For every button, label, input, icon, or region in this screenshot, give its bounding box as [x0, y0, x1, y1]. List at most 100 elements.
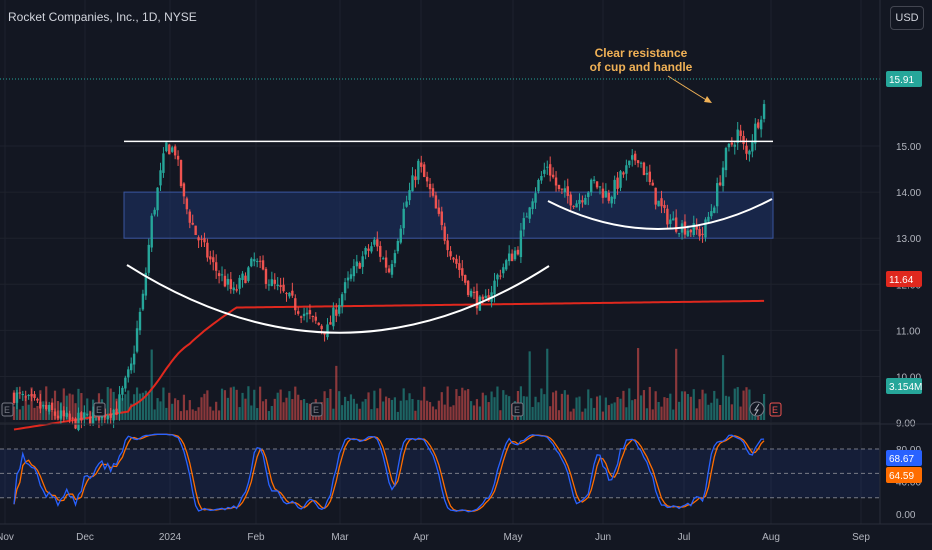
annotation-arrowhead — [704, 96, 712, 103]
candle-body — [168, 144, 171, 155]
earnings-marker[interactable] — [310, 402, 323, 417]
volume-bar — [367, 392, 370, 420]
candle-body — [191, 222, 194, 225]
candle-body — [206, 242, 209, 258]
volume-bar — [364, 399, 367, 420]
candle-body — [513, 250, 517, 260]
candle-body — [112, 409, 115, 421]
candle-body — [730, 142, 734, 145]
candle-body — [754, 123, 757, 144]
candle-body — [613, 179, 616, 199]
candle-body — [33, 394, 36, 398]
candle-body — [727, 143, 731, 148]
handle-curve[interactable] — [547, 198, 773, 230]
candle-body — [674, 217, 678, 232]
earnings-marker[interactable] — [93, 402, 106, 417]
candle-body — [264, 268, 268, 284]
candle-body — [162, 153, 165, 173]
candle-body — [420, 162, 423, 167]
volume-bar — [147, 393, 150, 420]
candle-body — [628, 160, 631, 166]
volume-bar — [669, 393, 672, 420]
volume-bar — [478, 406, 481, 420]
candle-body — [639, 162, 643, 164]
candle-body — [332, 307, 335, 327]
time-tick-label: 2024 — [159, 532, 182, 543]
volume-bar — [736, 387, 739, 420]
stoch-tick-label: 0.00 — [896, 510, 916, 521]
candle-body — [247, 267, 250, 281]
earnings-marker-letter: E — [772, 405, 778, 415]
volume-bar — [341, 405, 344, 420]
volume-bar — [387, 398, 391, 420]
candle-body — [601, 188, 605, 198]
candle-body — [704, 219, 707, 238]
candle-body — [370, 246, 373, 252]
candle-body — [141, 293, 145, 310]
stoch-k-label-bg — [886, 450, 922, 466]
candle-body — [130, 363, 133, 371]
candle-body — [660, 198, 663, 207]
time-tick-label: Nov — [0, 532, 14, 543]
time-tick-label: Aug — [762, 532, 780, 543]
candle-body — [510, 253, 514, 262]
volume-bar — [188, 400, 191, 420]
volume-bar — [455, 389, 458, 420]
support-zone[interactable] — [123, 191, 774, 239]
candle-body — [109, 413, 112, 418]
candle-body — [343, 282, 347, 294]
earnings-marker-letter: E — [514, 405, 520, 415]
volume-bar — [443, 404, 446, 420]
candle-body — [595, 181, 599, 188]
volume-bar — [423, 386, 426, 420]
earnings-marker-letter: E — [313, 405, 319, 415]
volume-bar — [525, 396, 528, 420]
candle-body — [666, 208, 669, 225]
volume-bar — [171, 403, 174, 420]
volume-bar — [698, 399, 701, 420]
volume-bar — [376, 408, 379, 420]
cup-curve[interactable] — [126, 264, 550, 334]
candle-body — [493, 280, 496, 295]
candle-body — [390, 264, 394, 275]
candle-body — [241, 273, 244, 280]
volume-bar — [598, 395, 602, 420]
volume-bar — [182, 394, 186, 420]
volume-bar — [666, 398, 669, 420]
volume-bar — [440, 392, 443, 420]
volume-bar — [191, 409, 194, 420]
candle-body — [654, 187, 657, 205]
candle-body — [411, 175, 414, 192]
earnings-marker[interactable] — [769, 402, 782, 417]
volume-bar — [692, 389, 695, 420]
volume-bar — [220, 388, 224, 420]
volume-bar — [657, 401, 660, 420]
price-tick-label: 13.00 — [896, 234, 921, 245]
candle-body — [560, 188, 564, 190]
volume-bar — [373, 390, 376, 420]
volume-bar — [162, 387, 165, 420]
candle-body — [525, 216, 528, 218]
candle-body — [214, 262, 218, 271]
candle-body — [537, 179, 540, 192]
candle-body — [50, 402, 54, 411]
currency-button[interactable]: USD — [890, 6, 924, 30]
volume-bar — [141, 392, 145, 420]
earnings-marker[interactable] — [511, 402, 524, 417]
volume-bar — [335, 365, 338, 420]
candle-body — [132, 353, 136, 365]
earnings-marker[interactable] — [1, 402, 14, 417]
chart-title: Rocket Companies, Inc., 1D, NYSE — [8, 10, 197, 24]
volume-bar — [300, 400, 303, 420]
candle-body — [569, 194, 572, 206]
candle-body — [475, 290, 479, 309]
candle-body — [713, 207, 716, 213]
candle-body — [534, 193, 537, 203]
volume-bar — [168, 392, 171, 420]
candle-body — [30, 393, 33, 397]
volume-bar — [361, 401, 364, 420]
split-marker[interactable] — [749, 401, 765, 417]
volume-bar — [238, 407, 241, 420]
